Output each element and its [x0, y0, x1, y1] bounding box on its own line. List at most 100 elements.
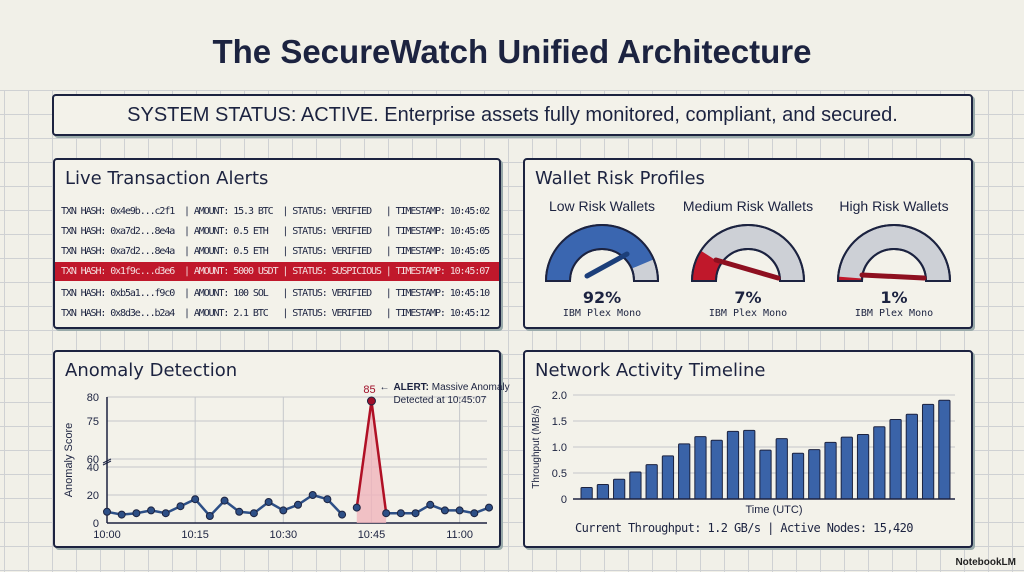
gauge-label: High Risk Wallets [839, 198, 949, 214]
throughput-bar [678, 443, 691, 500]
wallet-risk-profiles-panel: Wallet Risk Profiles Low Risk Wallets 92… [523, 158, 973, 329]
data-point [308, 491, 317, 499]
y-tick-label: 60 [87, 454, 99, 466]
y-tick-label: 2.0 [552, 390, 567, 402]
gauge-outline [836, 224, 952, 282]
alert-annotation-line2: Detected at 10:45:07 [393, 395, 486, 406]
anomaly-detection-panel: Anomaly Detection 0 20 40 60 75 80 10:00 10:15 1… [53, 350, 510, 548]
data-point [366, 396, 376, 406]
gauge-value: 92% [582, 288, 622, 307]
throughput-bar [873, 426, 886, 500]
x-tick-label: 10:00 [93, 529, 121, 541]
throughput-bar [645, 464, 658, 500]
throughput-bar [775, 438, 788, 500]
gauge-value: 7% [734, 288, 762, 307]
data-point [411, 509, 420, 518]
peak-label: 85 [363, 384, 375, 396]
throughput-bar [596, 483, 610, 500]
panel-title: Wallet Risk Profiles [535, 168, 705, 189]
transaction-row[interactable]: TXN HASH: 0xb5a1...f9c0 | AMOUNT: 100 SO… [61, 288, 490, 299]
y-tick-label: 0.5 [552, 468, 567, 480]
data-point [220, 496, 229, 505]
gauge-outline [690, 224, 806, 282]
panel-title: Live Transaction Alerts [65, 168, 269, 189]
y-tick-label: 0 [93, 518, 99, 530]
data-point [279, 506, 288, 515]
gauge-needle-icon [859, 272, 927, 281]
transaction-row[interactable]: TXN HASH: 0xa7d2...8e4a | AMOUNT: 0.5 ET… [61, 226, 490, 237]
transaction-row-suspicious[interactable]: TXN HASH: 0x1f9c...d3e6 | AMOUNT: 5000 U… [55, 262, 499, 281]
data-point [235, 507, 244, 516]
data-point [191, 495, 200, 504]
annotation-arrow-icon: ← [379, 382, 389, 393]
y-axis-label: Throughput (MB/s) [531, 405, 542, 488]
brand-watermark: NotebookLM [955, 557, 1016, 568]
throughput-bar [921, 403, 935, 500]
throughput-bar [661, 455, 675, 500]
risk-gauge: Low Risk Wallets 92% IBM Plex Mono [529, 190, 675, 319]
x-tick-label: 11:00 [446, 529, 473, 541]
x-axis-label: Time (UTC) [745, 504, 802, 516]
risk-gauge: Medium Risk Wallets 7% IBM Plex Mono [675, 190, 821, 319]
x-tick-label: 10:45 [358, 529, 386, 541]
data-point [470, 509, 479, 518]
x-tick-label: 10:15 [181, 529, 209, 541]
y-tick-label: 75 [87, 416, 99, 428]
throughput-bar [791, 452, 805, 500]
y-tick-label: 20 [87, 490, 99, 502]
throughput-bar [840, 436, 853, 500]
data-point [294, 500, 302, 509]
data-point [249, 509, 258, 518]
system-status-banner: SYSTEM STATUS: ACTIVE. Enterprise assets… [52, 94, 973, 136]
y-tick-label: 1.0 [552, 442, 567, 454]
data-point [264, 498, 273, 506]
axis-break-icon [102, 458, 112, 466]
throughput-bar [856, 434, 870, 500]
gauge-outline [544, 224, 660, 282]
alert-text: Massive Anomaly [429, 382, 510, 393]
gauge-font-label: IBM Plex Mono [562, 308, 642, 319]
data-point [396, 509, 405, 518]
risk-gauge: High Risk Wallets 1% IBM Plex Mono [821, 190, 967, 319]
data-point [103, 507, 111, 516]
live-transaction-alerts-panel: Live Transaction Alerts TXN HASH: 0x4e9b… [53, 158, 501, 329]
throughput-summary: Current Throughput: 1.2 GB/s | Active No… [575, 521, 913, 535]
y-axis-label: Anomaly Score [63, 423, 75, 498]
network-activity-panel: Network Activity Timeline 0 0.5 1.0 1.5 2.0 T… [523, 350, 973, 548]
gauge-font-label: IBM Plex Mono [708, 308, 788, 319]
gauge-fill [838, 276, 863, 281]
x-tick-label: 10:30 [270, 529, 298, 541]
throughput-bar [759, 449, 772, 500]
throughput-bar [808, 449, 821, 500]
panel-title: Network Activity Timeline [535, 360, 766, 381]
page-title: The SecureWatch Unified Architecture [0, 0, 1024, 90]
gauge-fill [692, 250, 722, 281]
transaction-row[interactable]: TXN HASH: 0x8d3e...b2a4 | AMOUNT: 2.1 BT… [61, 308, 490, 319]
data-point [382, 509, 391, 518]
transaction-row[interactable]: TXN HASH: 0xa7d2...8e4a | AMOUNT: 0.5 ET… [61, 246, 490, 257]
y-tick-label: 80 [87, 392, 99, 404]
throughput-bar [889, 418, 902, 500]
throughput-bar [710, 439, 723, 500]
data-point [440, 506, 449, 515]
throughput-bar [613, 478, 626, 500]
y-tick-label: 0 [561, 494, 567, 506]
throughput-bar [743, 429, 756, 500]
gauge-needle-icon [584, 251, 630, 279]
data-point [117, 510, 126, 519]
throughput-bar [694, 436, 707, 500]
panel-title: Anomaly Detection [65, 360, 238, 381]
data-point [485, 503, 493, 512]
gauge-needle-icon [713, 257, 781, 281]
transaction-row[interactable]: TXN HASH: 0x4e9b...c2f1 | AMOUNT: 15.3 B… [61, 206, 490, 217]
gauge-label: Medium Risk Wallets [682, 198, 814, 214]
gauge-track [836, 224, 952, 282]
data-point [205, 512, 214, 520]
anomaly-area [356, 401, 387, 523]
data-point [426, 500, 435, 509]
y-tick-label: 1.5 [552, 416, 567, 428]
data-point [147, 506, 156, 515]
throughput-bar [905, 413, 918, 500]
alert-bold: ALERT: [393, 382, 429, 393]
